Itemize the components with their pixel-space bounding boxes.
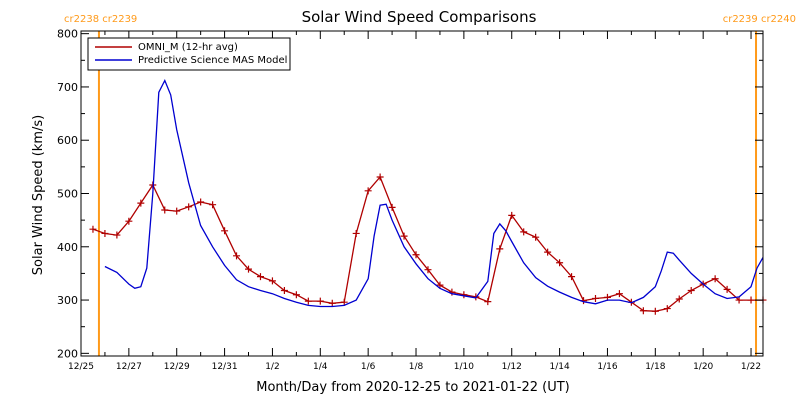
data-point-marker bbox=[568, 273, 576, 281]
legend-label-omni: OMNI_M (12-hr avg) bbox=[138, 42, 238, 53]
x-tick-label: 1/14 bbox=[549, 362, 569, 372]
carrington-marker-label: cr2239 cr2240 bbox=[723, 14, 796, 25]
data-point-marker bbox=[101, 229, 109, 237]
data-point-marker bbox=[496, 245, 504, 253]
data-point-marker bbox=[245, 265, 253, 273]
data-point-marker bbox=[663, 305, 671, 313]
x-tick-label: 1/12 bbox=[502, 362, 522, 372]
plot-frame bbox=[80, 30, 764, 357]
series-line-0 bbox=[92, 175, 763, 312]
x-tick-label: 1/4 bbox=[313, 362, 328, 372]
y-tick-label: 800 bbox=[57, 28, 78, 41]
x-axis-label: Month/Day from 2020-12-25 to 2021-01-22 … bbox=[256, 380, 569, 395]
data-point-marker bbox=[651, 307, 659, 315]
data-point-marker bbox=[364, 187, 372, 195]
data-point-marker bbox=[352, 229, 360, 237]
legend: OMNI_M (12-hr avg) Predictive Science MA… bbox=[87, 37, 291, 71]
y-axis-label: Solar Wind Speed (km/s) bbox=[31, 115, 46, 275]
data-point-marker bbox=[280, 286, 288, 294]
data-point-marker bbox=[221, 227, 229, 235]
x-tick-label: 1/18 bbox=[645, 362, 665, 372]
x-tick-label: 1/16 bbox=[597, 362, 617, 372]
data-point-marker bbox=[675, 295, 683, 303]
y-tick-label: 400 bbox=[57, 241, 78, 254]
data-point-marker bbox=[113, 231, 121, 239]
x-tick-label: 12/27 bbox=[116, 362, 142, 372]
series-line-1 bbox=[104, 78, 764, 308]
y-tick-label: 700 bbox=[57, 81, 78, 94]
chart-title: Solar Wind Speed Comparisons bbox=[302, 8, 537, 26]
data-point-marker bbox=[508, 211, 516, 219]
data-point-marker bbox=[137, 199, 145, 207]
data-point-marker bbox=[687, 286, 695, 294]
data-point-marker bbox=[161, 206, 169, 214]
data-point-marker bbox=[328, 299, 336, 307]
x-tick-label: 1/20 bbox=[693, 362, 713, 372]
y-tick-label: 600 bbox=[57, 134, 78, 147]
x-tick-label: 1/2 bbox=[265, 362, 279, 372]
y-tick-label: 300 bbox=[57, 294, 78, 307]
data-point-marker bbox=[316, 297, 324, 305]
data-point-marker bbox=[615, 290, 623, 298]
x-tick-label: 1/22 bbox=[741, 362, 761, 372]
data-point-marker bbox=[209, 201, 217, 209]
data-point-marker bbox=[400, 232, 408, 240]
data-point-marker bbox=[544, 248, 552, 256]
carrington-marker-label: cr2238 cr2239 bbox=[64, 14, 137, 25]
x-tick-label: 1/6 bbox=[361, 362, 376, 372]
data-point-marker bbox=[268, 277, 276, 285]
x-tick-label: 12/29 bbox=[164, 362, 190, 372]
data-point-marker bbox=[185, 203, 193, 211]
data-point-marker bbox=[747, 296, 755, 304]
x-tick-label: 1/8 bbox=[409, 362, 424, 372]
data-point-marker bbox=[256, 273, 264, 281]
data-point-marker bbox=[735, 296, 743, 304]
data-point-marker bbox=[125, 217, 133, 225]
data-point-marker bbox=[436, 281, 444, 289]
data-point-marker bbox=[412, 251, 420, 259]
data-point-marker bbox=[173, 207, 181, 215]
data-point-marker bbox=[292, 291, 300, 299]
data-point-marker bbox=[376, 173, 384, 181]
data-point-marker bbox=[484, 298, 492, 306]
data-point-marker bbox=[556, 259, 564, 267]
data-point-marker bbox=[89, 225, 97, 233]
data-point-marker bbox=[424, 266, 432, 274]
data-point-marker bbox=[197, 198, 205, 206]
data-point-marker bbox=[340, 298, 348, 306]
data-point-marker bbox=[233, 252, 241, 260]
legend-box bbox=[87, 37, 291, 71]
data-point-marker bbox=[711, 275, 719, 283]
y-tick-label: 500 bbox=[57, 188, 78, 201]
data-point-marker bbox=[639, 307, 647, 315]
data-point-marker bbox=[304, 297, 312, 305]
x-tick-label: 12/25 bbox=[68, 362, 94, 372]
data-point-marker bbox=[520, 228, 528, 236]
legend-label-mas: Predictive Science MAS Model bbox=[138, 55, 287, 66]
data-point-marker bbox=[591, 294, 599, 302]
x-tick-label: 1/10 bbox=[454, 362, 474, 372]
data-point-marker bbox=[388, 203, 396, 211]
x-tick-label: 12/31 bbox=[212, 362, 238, 372]
y-tick-label: 200 bbox=[57, 347, 78, 360]
data-point-marker bbox=[723, 285, 731, 293]
data-point-marker bbox=[532, 233, 540, 241]
